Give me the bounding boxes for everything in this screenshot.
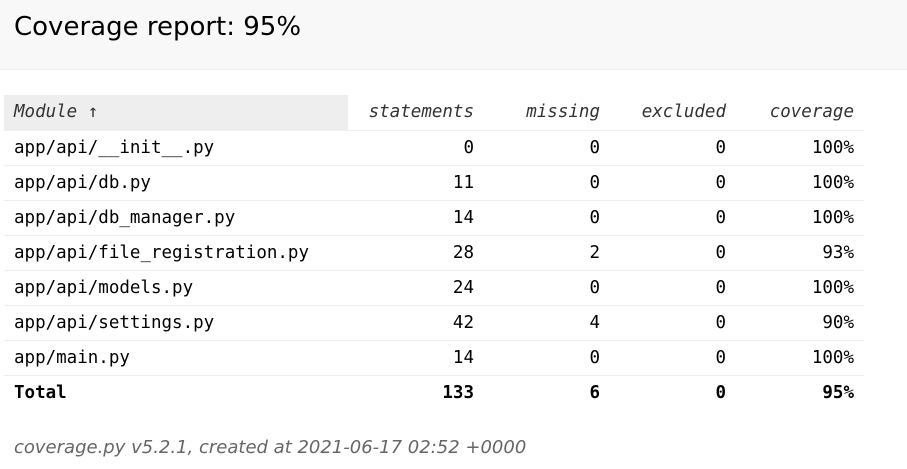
table-row: app/api/__init__.py 0 0 0 100% bbox=[4, 130, 864, 166]
module-link[interactable]: app/api/db_manager.py bbox=[4, 200, 348, 236]
total-coverage: 95% bbox=[822, 382, 854, 403]
missing-cell: 0 bbox=[484, 200, 610, 236]
statements-cell: 24 bbox=[348, 270, 484, 306]
table-header-row: Module ↑ statements missing excluded cov… bbox=[4, 95, 864, 131]
missing-cell: 0 bbox=[484, 165, 610, 201]
coverage-cell: 93% bbox=[736, 235, 864, 271]
total-missing: 6 bbox=[589, 382, 600, 403]
coverage-cell: 100% bbox=[736, 340, 864, 376]
report-footer: coverage.py v5.2.1, created at 2021-06-1… bbox=[14, 434, 526, 462]
excluded-cell: 0 bbox=[610, 270, 736, 306]
statements-cell: 0 bbox=[348, 130, 484, 166]
statements-cell: 14 bbox=[348, 340, 484, 376]
missing-cell: 0 bbox=[484, 270, 610, 306]
coverage-cell: 100% bbox=[736, 130, 864, 166]
coverage-cell: 90% bbox=[736, 305, 864, 341]
table-row: app/api/models.py 24 0 0 100% bbox=[4, 270, 864, 306]
excluded-cell: 0 bbox=[610, 235, 736, 271]
module-link[interactable]: app/api/file_registration.py bbox=[4, 235, 348, 271]
statements-cell: 11 bbox=[348, 165, 484, 201]
total-row: Total 133 6 0 95% bbox=[4, 375, 864, 410]
module-link[interactable]: app/api/settings.py bbox=[4, 305, 348, 341]
excluded-cell: 0 bbox=[610, 165, 736, 201]
missing-cell: 4 bbox=[484, 305, 610, 341]
excluded-cell: 0 bbox=[610, 340, 736, 376]
table-row: app/api/db.py 11 0 0 100% bbox=[4, 165, 864, 201]
page-title: Coverage report: 95% bbox=[14, 12, 302, 42]
statements-cell: 42 bbox=[348, 305, 484, 341]
missing-cell: 2 bbox=[484, 235, 610, 271]
module-link[interactable]: app/api/__init__.py bbox=[4, 130, 348, 166]
missing-cell: 0 bbox=[484, 340, 610, 376]
total-excluded: 0 bbox=[715, 382, 726, 403]
statements-cell: 14 bbox=[348, 200, 484, 236]
column-header-statements[interactable]: statements bbox=[348, 95, 484, 131]
footer-text: coverage.py v5.2.1, created at 2021-06-1… bbox=[14, 437, 527, 458]
excluded-cell: 0 bbox=[610, 305, 736, 341]
coverage-cell: 100% bbox=[736, 200, 864, 236]
table-row: app/api/db_manager.py 14 0 0 100% bbox=[4, 200, 864, 236]
module-link[interactable]: app/main.py bbox=[4, 340, 348, 376]
table-row: app/main.py 14 0 0 100% bbox=[4, 340, 864, 376]
module-link[interactable]: app/api/models.py bbox=[4, 270, 348, 306]
module-link[interactable]: app/api/db.py bbox=[4, 165, 348, 201]
coverage-cell: 100% bbox=[736, 270, 864, 306]
excluded-cell: 0 bbox=[610, 200, 736, 236]
column-header-excluded[interactable]: excluded bbox=[610, 95, 736, 131]
report-header: Coverage report: 95% bbox=[0, 0, 907, 70]
total-label: Total bbox=[14, 382, 67, 403]
coverage-table: Module ↑ statements missing excluded cov… bbox=[4, 95, 864, 410]
column-header-missing[interactable]: missing bbox=[484, 95, 610, 131]
excluded-cell: 0 bbox=[610, 130, 736, 166]
table-row: app/api/settings.py 42 4 0 90% bbox=[4, 305, 864, 341]
coverage-cell: 100% bbox=[736, 165, 864, 201]
missing-cell: 0 bbox=[484, 130, 610, 166]
statements-cell: 28 bbox=[348, 235, 484, 271]
table-row: app/api/file_registration.py 28 2 0 93% bbox=[4, 235, 864, 271]
column-header-module[interactable]: Module ↑ bbox=[4, 95, 348, 131]
total-statements: 133 bbox=[442, 382, 474, 403]
column-header-coverage[interactable]: coverage bbox=[736, 95, 864, 131]
